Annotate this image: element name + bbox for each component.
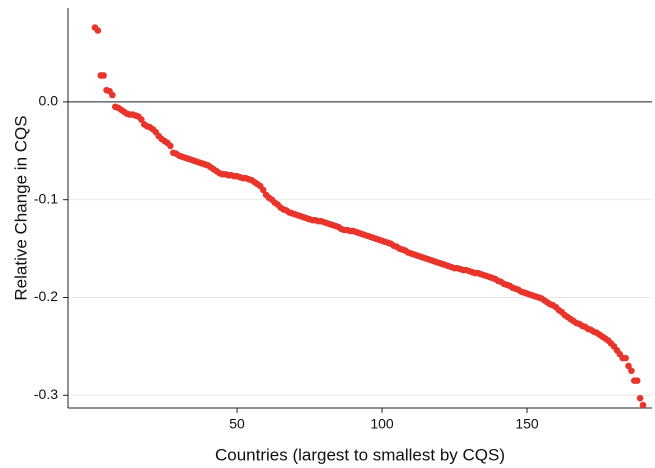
point bbox=[633, 377, 641, 384]
point bbox=[636, 394, 644, 402]
point bbox=[259, 186, 267, 194]
x-tick-label: 100 bbox=[370, 416, 394, 432]
point bbox=[109, 91, 116, 99]
point bbox=[625, 362, 632, 370]
point bbox=[94, 27, 102, 34]
x-tick-label: 150 bbox=[515, 416, 539, 432]
point bbox=[639, 401, 647, 409]
y-tick-label: -0.2 bbox=[34, 288, 58, 304]
point bbox=[138, 116, 145, 123]
point bbox=[100, 72, 107, 79]
x-tick-label: 50 bbox=[229, 416, 245, 432]
point bbox=[628, 367, 635, 375]
point bbox=[622, 354, 629, 362]
y-tick-label: -0.3 bbox=[34, 386, 58, 402]
point bbox=[167, 142, 174, 150]
y-tick-label: -0.1 bbox=[34, 190, 58, 206]
x-axis-title: Countries (largest to smallest by CQS) bbox=[215, 445, 505, 464]
y-tick-label: 0.0 bbox=[39, 93, 59, 109]
y-axis-title: Relative Change in CQS bbox=[11, 115, 30, 300]
